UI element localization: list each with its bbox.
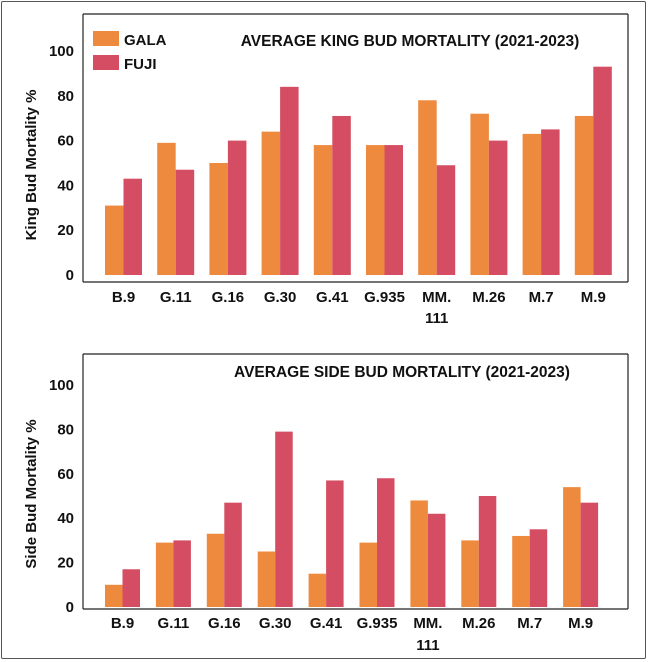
king-x-tick-label: G.935 [364, 289, 405, 306]
legend-swatch-gala [93, 31, 119, 46]
king-y-tick-label: 20 [57, 222, 74, 239]
king-x-tick-label: G.30 [264, 289, 297, 306]
side-x-tick-label: MM. [413, 615, 442, 632]
king-bar-gala [313, 145, 333, 275]
side-bar-fuji [326, 480, 344, 607]
king-bar-fuji [280, 86, 299, 275]
king-x-tick-label: M.7 [529, 289, 554, 306]
side-chart-title: AVERAGE SIDE BUD MORTALITY (2021-2023) [234, 364, 570, 381]
king-x-tick-label: G.16 [212, 289, 245, 306]
king-bar-fuji [175, 169, 195, 275]
side-x-tick-label: G.16 [208, 615, 241, 632]
king-x-tick-label-line2: 111 [425, 310, 448, 327]
king-bar-gala [261, 131, 281, 275]
side-bar-gala [563, 487, 581, 607]
side-y-tick-label: 100 [49, 377, 74, 394]
side-bar-gala [257, 551, 276, 607]
king-x-tick-label: M.26 [472, 289, 505, 306]
side-bar-gala [359, 542, 377, 607]
side-bar-fuji [478, 496, 497, 607]
side-x-tick-label: G.11 [158, 615, 190, 632]
king-bar-gala [574, 115, 594, 276]
king-bar-fuji [123, 178, 142, 275]
king-bar-fuji [541, 129, 560, 275]
king-bar-gala [418, 100, 437, 275]
side-bar-fuji [529, 529, 548, 607]
side-y-tick-label: 80 [57, 421, 74, 438]
legend-swatch-fuji [93, 55, 119, 70]
side-bar-fuji [173, 540, 191, 607]
side-bar-fuji [224, 502, 242, 607]
king-y-tick-label: 80 [57, 88, 74, 105]
side-y-axis-label: Side Bud Mortality % [23, 419, 40, 568]
side-bar-fuji [122, 569, 140, 607]
side-x-tick-label: G.30 [259, 615, 292, 632]
side-x-tick-label-line2: 111 [416, 637, 439, 654]
king-y-tick-label: 60 [57, 133, 74, 150]
side-x-tick-label: M.26 [462, 615, 495, 632]
legend-label-gala: GALA [124, 32, 167, 49]
king-bar-gala [522, 133, 542, 275]
king-x-tick-label: G.11 [160, 289, 192, 306]
king-y-tick-label: 0 [66, 267, 74, 284]
side-x-tick-label: M.7 [517, 615, 542, 632]
king-bar-fuji [384, 145, 403, 275]
king-y-tick-label: 100 [49, 43, 74, 60]
side-bar-gala [512, 535, 530, 607]
side-bar-gala [461, 540, 479, 607]
side-bar-gala [308, 573, 327, 607]
side-y-tick-label: 0 [66, 599, 74, 616]
king-bar-fuji [332, 115, 351, 276]
side-bar-gala [155, 542, 174, 607]
king-bar-fuji [227, 140, 247, 275]
king-x-tick-label: M.9 [581, 289, 606, 306]
side-x-tick-label: M.9 [568, 615, 593, 632]
side-y-tick-label: 40 [57, 510, 74, 527]
side-y-tick-label: 20 [57, 555, 74, 572]
king-bar-gala [209, 163, 228, 275]
side-bar-fuji [275, 431, 293, 607]
side-x-tick-label: G.935 [357, 615, 398, 632]
side-bar-gala [410, 500, 428, 607]
king-x-tick-label: B.9 [112, 289, 135, 306]
king-y-tick-label: 40 [57, 177, 74, 194]
king-y-axis-label: King Bud Mortality % [23, 90, 40, 241]
king-x-tick-label: MM. [422, 289, 451, 306]
king-bar-fuji [436, 165, 456, 275]
side-x-tick-label: G.41 [310, 615, 343, 632]
king-bar-fuji [593, 66, 612, 276]
king-chart-title: AVERAGE KING BUD MORTALITY (2021-2023) [241, 33, 579, 50]
side-x-tick-label: B.9 [111, 615, 134, 632]
king-bar-gala [366, 145, 385, 275]
king-x-tick-label: G.41 [316, 289, 349, 306]
side-bar-fuji [377, 478, 395, 607]
side-bar-gala [105, 584, 123, 607]
side-bar-gala [206, 533, 225, 607]
side-bar-fuji [580, 502, 599, 607]
side-bar-fuji [427, 513, 446, 607]
king-bar-gala [470, 113, 489, 275]
legend-label-fuji: FUJI [124, 56, 157, 73]
king-bar-gala [105, 205, 124, 275]
king-bar-gala [157, 142, 176, 275]
side-y-tick-label: 60 [57, 466, 74, 483]
king-bar-fuji [488, 140, 508, 275]
